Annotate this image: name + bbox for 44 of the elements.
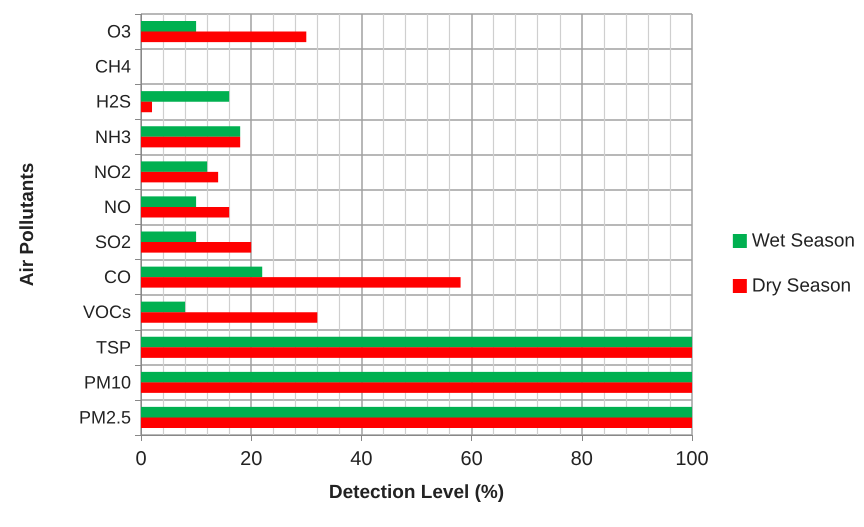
bar xyxy=(141,91,230,102)
y-axis-title: Air Pollutants xyxy=(17,162,38,286)
y-tick-label: TSP xyxy=(96,337,131,358)
y-tick-label: SO2 xyxy=(94,232,131,252)
x-tick-label: 0 xyxy=(135,448,147,470)
bar xyxy=(141,277,461,288)
x-tick-label: 80 xyxy=(570,448,593,470)
y-tick-label: PM10 xyxy=(84,372,131,392)
bar xyxy=(141,102,152,112)
y-tick-label: PM2.5 xyxy=(78,407,131,428)
bar xyxy=(141,242,252,253)
x-tick-label: 20 xyxy=(240,448,262,470)
x-tick-label: 100 xyxy=(675,448,709,470)
bar xyxy=(141,172,218,182)
y-tick-label: CO xyxy=(104,267,131,288)
x-axis-title: Detection Level (%) xyxy=(328,482,504,503)
bar xyxy=(141,161,208,172)
bar xyxy=(141,372,692,382)
bar xyxy=(141,302,186,312)
y-tick-label: CH4 xyxy=(94,56,131,77)
y-tick-label: O3 xyxy=(106,22,131,42)
legend-label: Wet Season xyxy=(752,230,855,252)
x-tick-label: 60 xyxy=(460,448,483,470)
y-tick-label: NH3 xyxy=(94,126,131,147)
legend-label: Dry Season xyxy=(752,276,852,296)
bar xyxy=(141,417,692,428)
bar xyxy=(141,136,240,148)
bar xyxy=(141,32,306,42)
y-tick-label: NO2 xyxy=(94,162,131,182)
bar xyxy=(141,266,262,278)
bar xyxy=(141,347,692,358)
x-tick-label: 40 xyxy=(350,448,373,470)
y-tick-label: VOCs xyxy=(82,302,131,322)
y-tick-label: NO xyxy=(104,196,131,217)
y-tick-label: H2S xyxy=(96,92,131,112)
bar xyxy=(141,196,196,207)
bar xyxy=(141,126,240,137)
bar xyxy=(141,382,692,393)
bar xyxy=(141,206,230,218)
bar xyxy=(141,232,196,242)
bar xyxy=(141,21,196,32)
bar xyxy=(141,336,692,348)
bar xyxy=(141,312,318,323)
bar xyxy=(141,406,692,418)
